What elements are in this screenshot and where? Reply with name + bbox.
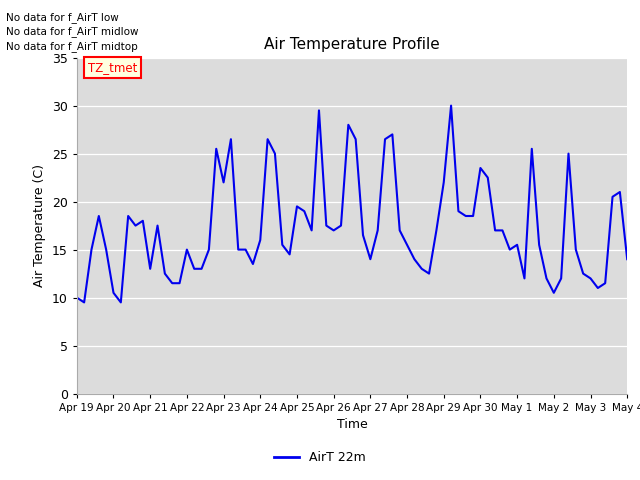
Y-axis label: Air Temperature (C): Air Temperature (C) [33, 164, 46, 287]
X-axis label: Time: Time [337, 418, 367, 431]
Text: No data for f_AirT midtop: No data for f_AirT midtop [6, 41, 138, 52]
Text: No data for f_AirT midlow: No data for f_AirT midlow [6, 26, 139, 37]
Legend: AirT 22m: AirT 22m [269, 446, 371, 469]
Text: No data for f_AirT low: No data for f_AirT low [6, 12, 119, 23]
Title: Air Temperature Profile: Air Temperature Profile [264, 37, 440, 52]
Text: TZ_tmet: TZ_tmet [88, 61, 137, 74]
